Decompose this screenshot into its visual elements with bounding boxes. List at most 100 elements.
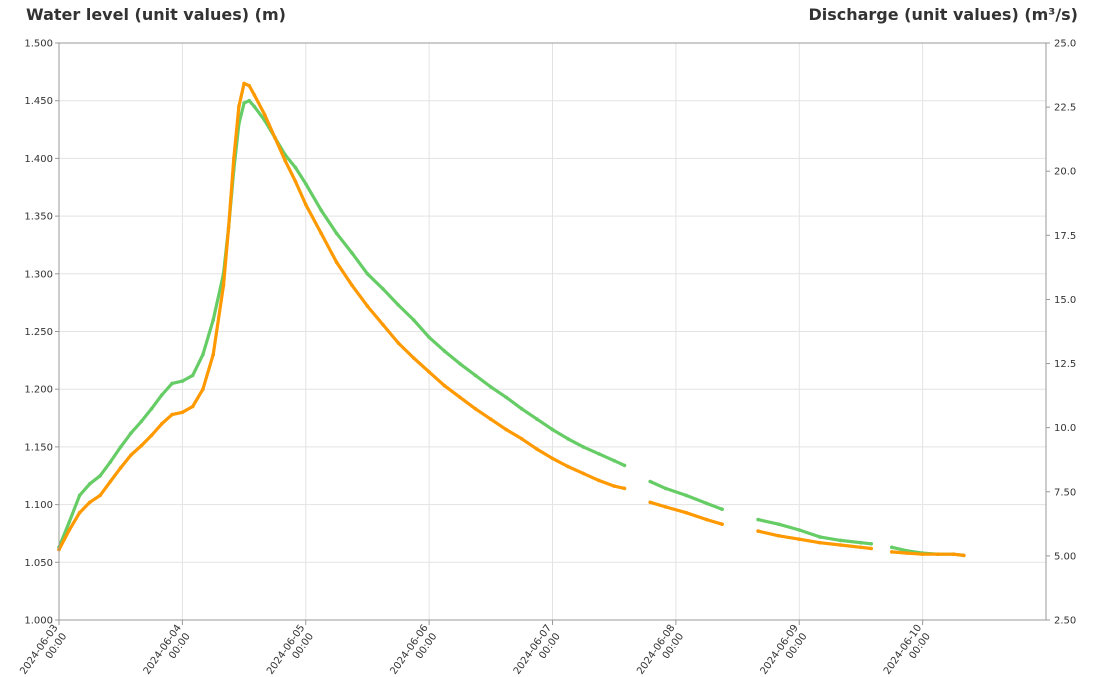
grid-lines — [59, 42, 1046, 621]
data-point — [411, 318, 416, 322]
data-point — [108, 479, 113, 484]
data-point — [663, 486, 668, 491]
y2-tick-label: 25.0 — [1054, 39, 1076, 50]
data-point — [149, 433, 154, 438]
data-point — [427, 370, 431, 374]
data-point — [504, 427, 509, 432]
data-point — [129, 453, 133, 457]
data-point — [237, 104, 241, 109]
data-point — [365, 304, 370, 308]
data-point — [283, 158, 288, 163]
data-point — [160, 422, 164, 426]
data-point — [293, 165, 298, 170]
y-tick-label: 1.000 — [24, 616, 53, 627]
data-point — [473, 407, 478, 411]
data-point — [88, 482, 92, 486]
y-tick-label: 1.500 — [24, 39, 53, 50]
data-point — [442, 349, 447, 353]
y-tick-label: 1.050 — [24, 558, 53, 569]
right-axis-ticks: 2.50 5.00 7.50 10.0 12.5 15.0 17.5 20.0 22.5 25.0 — [1046, 39, 1076, 627]
data-point — [859, 540, 863, 545]
data-point — [170, 412, 174, 417]
data-point — [211, 352, 215, 357]
data-point — [720, 522, 724, 526]
y2-tick-label: 22.5 — [1054, 103, 1076, 114]
data-point — [663, 505, 668, 509]
data-point — [962, 553, 966, 558]
data-point — [489, 385, 493, 389]
data-point — [427, 335, 431, 340]
data-point — [797, 528, 802, 532]
y-tick-label: 1.250 — [24, 327, 53, 338]
data-point — [118, 465, 123, 470]
y2-tick-label: 12.5 — [1054, 359, 1076, 370]
left-axis-ticks: 1.000 1.050 1.100 1.150 1.200 1.250 1.300 1.350… — [24, 39, 59, 627]
data-point — [535, 447, 539, 452]
data-point — [381, 287, 385, 291]
data-point — [597, 452, 601, 456]
data-point — [920, 552, 925, 556]
data-point — [149, 407, 154, 411]
data-point — [190, 404, 195, 409]
data-point — [139, 443, 144, 448]
data-point — [293, 179, 298, 184]
data-point — [381, 322, 385, 327]
data-point — [252, 104, 257, 109]
data-point — [411, 356, 416, 360]
data-point — [489, 417, 493, 422]
data-point — [98, 474, 102, 478]
data-point — [818, 540, 822, 545]
series-0 — [57, 98, 966, 558]
data-point — [622, 486, 627, 491]
data-point — [473, 373, 478, 378]
data-point — [818, 535, 822, 539]
data-point — [334, 260, 339, 265]
data-point — [859, 545, 863, 550]
data-point — [622, 463, 627, 468]
series-line-segment — [57, 81, 627, 552]
data-point — [519, 407, 524, 411]
data-point — [776, 534, 781, 538]
data-point — [190, 373, 195, 378]
data-point — [211, 318, 215, 322]
y2-tick-label: 15.0 — [1054, 295, 1076, 306]
data-point — [262, 112, 267, 117]
data-point — [304, 202, 308, 207]
data-point — [180, 379, 185, 383]
y-tick-label: 1.200 — [24, 385, 53, 396]
data-point — [797, 537, 802, 541]
data-point — [139, 419, 144, 424]
data-point — [704, 517, 709, 522]
data-point — [350, 251, 354, 255]
data-point — [396, 341, 401, 345]
data-point — [180, 410, 185, 415]
data-point — [550, 427, 555, 432]
data-point — [242, 101, 246, 105]
y-tick-label: 1.350 — [24, 212, 53, 223]
series-1 — [57, 81, 966, 558]
data-point — [67, 528, 72, 532]
data-point — [88, 500, 92, 505]
y2-tick-label: 5.00 — [1054, 551, 1076, 562]
y2-tick-label: 7.50 — [1054, 487, 1076, 498]
y2-tick-label: 20.0 — [1054, 167, 1076, 178]
data-point — [458, 362, 462, 366]
data-point — [684, 493, 688, 498]
y-tick-label: 1.450 — [24, 96, 53, 107]
data-point — [118, 445, 123, 449]
data-point — [905, 551, 909, 555]
data-point — [67, 520, 72, 524]
y-tick-label: 1.150 — [24, 442, 53, 453]
data-point — [776, 522, 781, 526]
data-point — [273, 135, 277, 140]
y-tick-label: 1.300 — [24, 269, 53, 280]
left-axis-title: Water level (unit values) (m) — [26, 5, 286, 24]
data-point — [566, 437, 570, 441]
